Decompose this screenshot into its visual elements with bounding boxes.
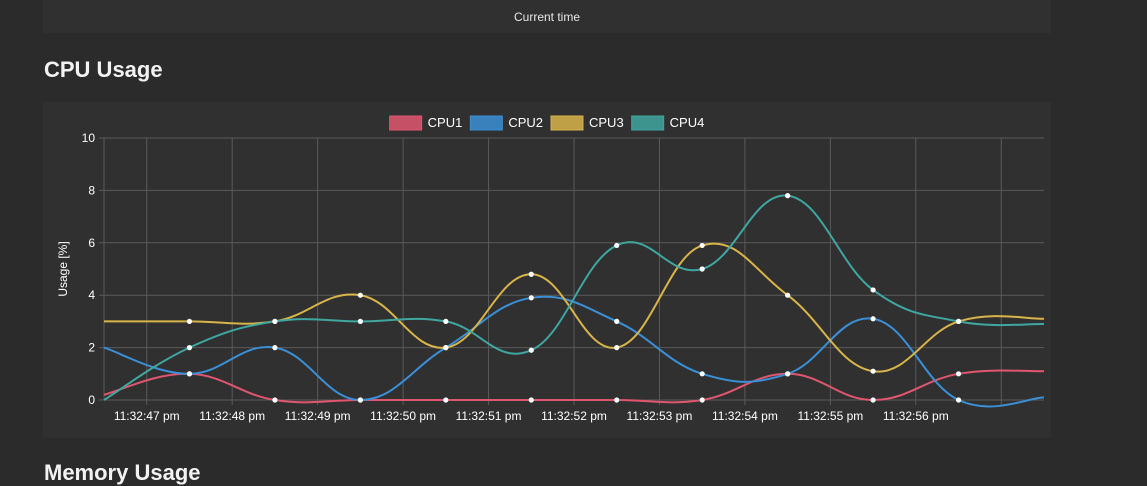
legend-label: CPU4 [670, 115, 705, 130]
x-tick-label: 11:32:48 pm [199, 409, 265, 423]
data-point-cpu4 [614, 242, 620, 249]
data-point-cpu3 [870, 368, 876, 374]
legend-swatch [389, 115, 423, 131]
data-point-cpu4 [186, 345, 193, 351]
data-point-cpu3 [357, 292, 363, 298]
x-tick-label: 11:32:47 pm [114, 409, 180, 423]
data-point-cpu4 [870, 287, 876, 293]
y-tick-label: 8 [88, 183, 95, 197]
data-point-cpu3 [528, 271, 534, 277]
data-point-cpu1 [528, 397, 534, 403]
data-point-cpu3 [614, 345, 620, 351]
x-tick-label: 11:32:53 pm [627, 409, 693, 423]
current-time-label: Current time [513, 9, 581, 24]
data-point-cpu4 [357, 318, 363, 324]
x-tick-label: 11:32:50 pm [370, 409, 436, 423]
x-tick-label: 11:32:55 pm [797, 409, 863, 423]
data-point-cpu1 [614, 397, 620, 403]
data-point-cpu4 [785, 193, 791, 199]
data-point-cpu3 [186, 318, 193, 324]
data-point-cpu4 [443, 318, 449, 324]
series-line-cpu2 [103, 295, 1045, 408]
data-point-cpu1 [699, 397, 705, 403]
x-tick-label: 11:32:51 pm [456, 409, 522, 423]
data-point-cpu2 [699, 371, 705, 377]
data-point-cpu2 [357, 397, 363, 403]
data-point-cpu2 [955, 397, 962, 403]
legend-label: CPU3 [589, 115, 624, 130]
y-tick-label: 2 [88, 341, 95, 355]
data-point-cpu4 [272, 318, 278, 324]
data-point-cpu1 [272, 397, 278, 403]
y-tick-label: 4 [88, 288, 95, 302]
data-point-cpu1 [443, 397, 449, 403]
x-tick-label: 11:32:52 pm [541, 409, 607, 423]
y-axis-title: Usage [%] [56, 241, 70, 296]
x-tick-label: 11:32:54 pm [712, 409, 778, 423]
data-point-cpu2 [870, 316, 876, 322]
x-tick-label: 11:32:56 pm [883, 409, 949, 423]
current-time-panel: Current time [43, 0, 1051, 33]
data-point-cpu3 [785, 292, 791, 298]
cpu-usage-chart: 0 2 4 6 8 10 11:32:47 pm 11:32:48 pm 11:32:49 pm… [43, 102, 1051, 438]
data-point-cpu2 [785, 371, 791, 377]
data-point-cpu3 [443, 345, 449, 351]
data-point-cpu2 [272, 345, 278, 351]
data-point-cpu4 [528, 347, 534, 353]
y-tick-label: 10 [82, 131, 96, 145]
legend-swatch [631, 115, 665, 131]
memory-usage-title: Memory Usage [44, 460, 201, 485]
data-point-cpu2 [186, 371, 193, 377]
cpu-chart-svg: 0 2 4 6 8 10 11:32:47 pm 11:32:48 pm 11:32:49 pm… [56, 115, 1045, 423]
data-point-cpu2 [614, 318, 620, 324]
data-point-cpu2 [528, 295, 534, 301]
series-line-cpu1 [103, 369, 1045, 404]
data-point-cpu1 [955, 371, 962, 377]
data-point-cpu3 [699, 242, 705, 249]
x-tick-label: 11:32:49 pm [285, 409, 351, 423]
legend-label: CPU2 [508, 115, 543, 130]
y-tick-label: 0 [88, 393, 95, 407]
y-tick-label: 6 [88, 236, 95, 250]
legend-swatch [550, 115, 584, 131]
data-point-cpu4 [699, 266, 705, 272]
legend-label: CPU1 [428, 115, 463, 130]
cpu-usage-title: CPU Usage [44, 57, 163, 82]
legend-swatch [469, 115, 503, 131]
data-point-cpu4 [955, 318, 962, 324]
data-point-cpu1 [870, 397, 876, 403]
